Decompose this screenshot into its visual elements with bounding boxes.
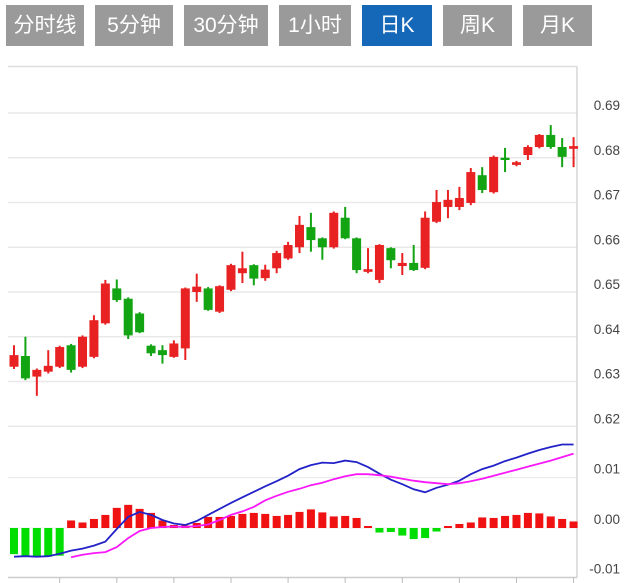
svg-text:0.69: 0.69 [594, 98, 620, 113]
candles [9, 125, 579, 396]
x-axis-ticks [59, 577, 575, 583]
tab-monthly-k[interactable]: 月K [523, 5, 592, 46]
svg-text:0.66: 0.66 [594, 232, 620, 247]
svg-text:0.67: 0.67 [594, 188, 620, 203]
tab-5min[interactable]: 5分钟 [95, 5, 173, 46]
dif-line [13, 443, 574, 558]
macd-axis-labels: 0.01 0.00 -0.01 [589, 462, 620, 577]
tab-weekly-k[interactable]: 周K [443, 5, 512, 46]
svg-text:0.63: 0.63 [594, 367, 620, 382]
svg-text:0.65: 0.65 [594, 277, 620, 292]
svg-text:0.68: 0.68 [594, 143, 620, 158]
svg-text:0.62: 0.62 [594, 411, 620, 426]
macd-lines [13, 443, 574, 559]
svg-text:-0.01: -0.01 [589, 562, 620, 577]
dea-line [70, 452, 574, 559]
tab-timeshare[interactable]: 分时线 [6, 5, 84, 46]
tab-1hour[interactable]: 1小时 [279, 5, 351, 46]
tab-30min[interactable]: 30分钟 [184, 5, 268, 46]
svg-text:0.01: 0.01 [594, 462, 620, 477]
tab-daily-k[interactable]: 日K [362, 5, 432, 46]
macd-histogram [10, 504, 578, 558]
svg-text:0.64: 0.64 [594, 322, 621, 337]
svg-text:0.00: 0.00 [594, 512, 620, 527]
price-axis-labels: 0.69 0.68 0.67 0.66 0.65 0.64 0.63 0.62 [594, 98, 621, 426]
timeframe-tab-bar: 分时线 5分钟 30分钟 1小时 日K 周K 月K [6, 5, 592, 46]
